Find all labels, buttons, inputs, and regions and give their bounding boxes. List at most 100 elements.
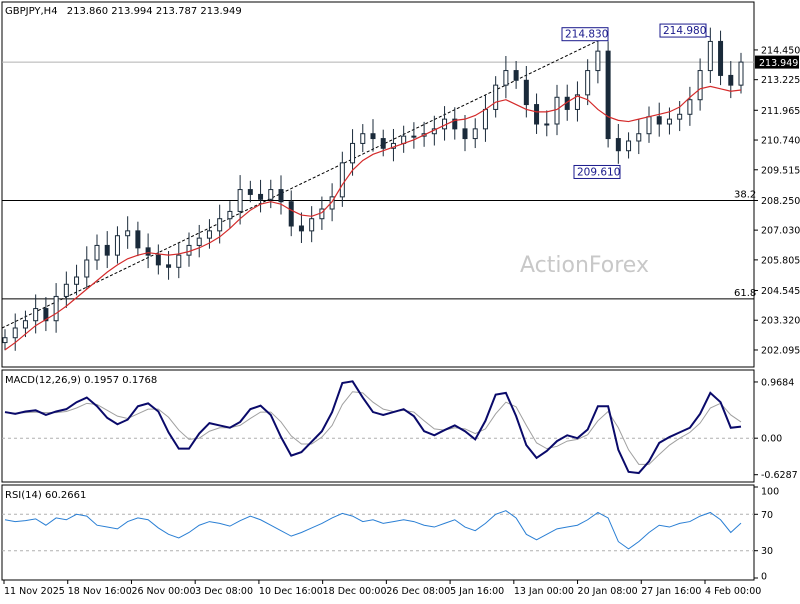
candle-body [298,225,304,232]
candle-body [84,259,90,278]
candle [728,61,734,99]
candle-body [585,70,591,96]
time-tick-label: 3 Dec 08:00 [195,586,253,597]
price-tick-label: 204.545 [761,286,800,297]
time-tick-label: 26 Dec 08:00 [386,586,450,597]
candle-body [145,247,151,256]
candle [656,102,662,137]
candle-body [258,193,264,200]
price-callout: 214.980 [659,23,711,38]
time-tick-label: 18 Dec 00:00 [323,586,387,597]
candle-body [166,264,172,268]
candle-body [176,254,182,268]
price-tick-label: 210.740 [761,136,800,147]
candle [452,107,458,140]
time-tick-label: 5 Jan 16:00 [450,586,504,597]
candle [33,294,39,334]
candle-body [605,50,611,140]
candle-body [2,337,8,344]
candle-body [53,295,59,322]
candle [2,329,8,351]
callout-box [659,23,707,38]
current-price-label: 213.949 [759,58,798,69]
candle-body [738,61,744,86]
candle-body [63,283,69,297]
price-tick-label: 209.515 [761,165,800,176]
candle-body [43,308,49,322]
candle [166,251,172,280]
candle-body [707,40,713,72]
candle [697,58,703,111]
symbol-header: GBPJPY,H4 213.860 213.994 213.787 213.94… [5,6,242,17]
candle [350,129,356,176]
candle-body [339,162,345,198]
candle [339,151,345,207]
candle [114,226,120,264]
candle [104,231,110,269]
candle-body [493,84,499,110]
candle-body [227,210,233,220]
time-tick-label: 18 Nov 16:00 [68,586,132,597]
candle [360,124,366,153]
candle [585,59,591,106]
candle [298,212,304,244]
candle-body [452,118,458,130]
candle [738,52,744,94]
candle-body [595,50,601,72]
rsi-tick-label: 100 [761,487,779,498]
candle-body [350,142,356,164]
time-axis: 11 Nov 2025 18 Nov 16:00 26 Nov 00:00 3 Dec… [3,580,761,597]
candle-body [554,96,560,125]
candle-body [636,133,642,142]
macd-panel: MACD(12,26,9) 0.1957 0.1768 [1,369,755,483]
candle-body [666,118,672,125]
price-tick-label: 214.450 [761,45,800,56]
candle-body [94,244,100,261]
candle-body [411,135,417,138]
candle [227,201,233,228]
candle [22,310,28,338]
candle [370,119,376,152]
candle-body [309,218,315,232]
candle-body [135,230,141,249]
price-tick-label: 203.320 [761,316,800,327]
time-tick-label: 10 Dec 16:00 [259,586,323,597]
candle-body [523,79,529,106]
candle [411,122,417,149]
price-callout: 214.830 [561,27,609,42]
candle [63,271,69,308]
rsi-line [4,510,742,550]
time-tick-label: 4 Feb 00:00 [705,586,761,597]
callout-label: 214.830 [565,29,608,41]
candle [196,224,202,258]
candle [626,132,632,159]
candle-body [656,116,662,125]
price-panel-frame [1,1,755,368]
candle [84,246,90,290]
fib-level-label: 38.2 [734,190,756,201]
price-callout: 209.610 [573,164,621,179]
candle-body [12,327,18,339]
candle [687,86,693,126]
candle-body [125,230,131,237]
candle-body [33,308,39,322]
candle [268,179,274,209]
candle-body [718,40,724,76]
ohlc-values: 213.860 213.994 213.787 213.949 [67,6,242,17]
candle [74,264,80,296]
candle-body [534,104,540,125]
candle-body [728,74,734,86]
candle-body [278,189,284,203]
candle [472,118,478,149]
candle-body [513,70,519,81]
candle [53,283,59,333]
candle [278,175,284,215]
candle-body [677,113,683,120]
candle-body [329,196,335,210]
candle-body [626,140,632,152]
candle [462,114,468,152]
candle [176,243,182,279]
candle [206,219,212,249]
candle-body [22,320,28,329]
